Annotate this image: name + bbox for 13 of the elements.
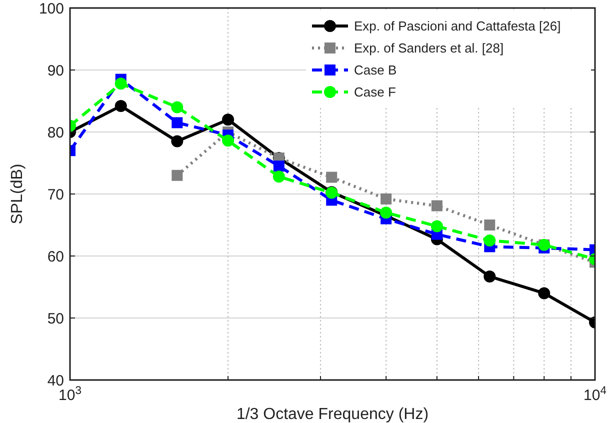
y-tick-label: 50 [47, 310, 64, 328]
x-tick-label: 10$^{4}$ [584, 385, 606, 404]
y-tick-label: 100 [38, 0, 64, 18]
legend-label: Case B [354, 62, 397, 78]
legend-label: Case F [354, 84, 396, 100]
y-tick-label: 70 [47, 186, 64, 204]
y-tick-label: 60 [47, 248, 64, 266]
y-tick-label: 80 [47, 124, 64, 142]
x-axis-title: 1/3 Octave Frequency (Hz) [236, 406, 429, 423]
y-tick-label: 90 [47, 62, 64, 80]
y-axis-title: SPL(dB) [9, 164, 26, 224]
legend-label: Exp. of Sanders et al. [28] [354, 40, 504, 56]
legend-label: Exp. of Pascioni and Cattafesta [26] [354, 18, 561, 34]
